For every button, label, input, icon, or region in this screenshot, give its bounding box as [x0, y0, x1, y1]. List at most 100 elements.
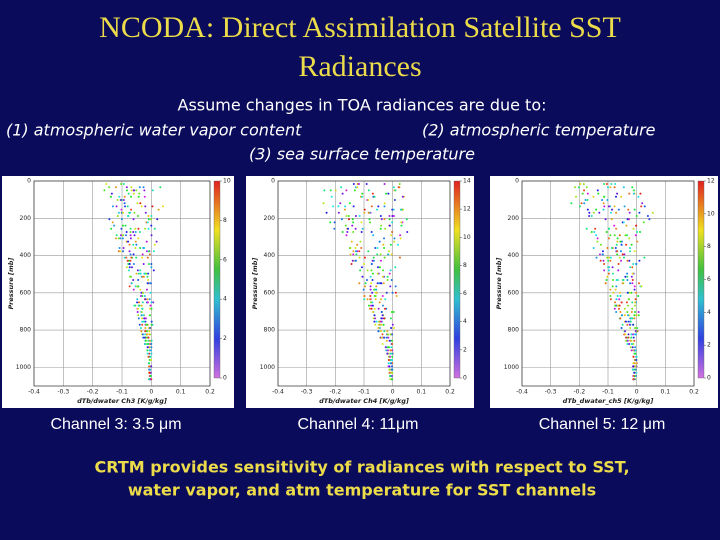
scatter-dot	[115, 237, 118, 240]
scatter-dot	[361, 275, 364, 278]
scatter-dot	[351, 218, 354, 221]
scatter-dot	[398, 183, 401, 185]
scatter-dot	[134, 231, 137, 233]
scatter-dot	[579, 183, 582, 185]
scatter-dot	[627, 333, 630, 336]
scatter-dot	[390, 362, 393, 365]
scatter-dot	[389, 333, 392, 336]
scatter-dot	[596, 237, 599, 240]
scatter-dot	[120, 227, 123, 230]
scatter-dot	[613, 307, 616, 310]
scatter-dot	[400, 221, 403, 224]
colorbar-tick-label: 10	[707, 210, 715, 217]
scatter-dot	[626, 272, 629, 275]
scatter-dot	[598, 211, 601, 214]
colorbar-tick-label: 6	[223, 256, 227, 263]
scatter-dot	[141, 317, 144, 320]
scatter-dot	[634, 346, 637, 349]
scatter-dot	[377, 266, 380, 269]
scatter-dot	[140, 314, 143, 317]
scatter-dot	[633, 311, 636, 313]
scatter-dot	[634, 330, 637, 333]
scatter-dot	[585, 227, 588, 230]
scatter-dot	[381, 333, 384, 336]
scatter-dot	[380, 320, 383, 323]
scatter-dot	[144, 330, 147, 333]
scatter-dot	[596, 189, 599, 192]
scatter-dot	[616, 192, 619, 195]
scatter-dot	[631, 279, 634, 281]
scatter-dot	[635, 355, 638, 358]
scatter-dot	[352, 253, 355, 256]
scatter-dot	[635, 224, 638, 227]
scatter-dot	[595, 256, 598, 259]
scatter-dot	[139, 247, 142, 249]
scatter-dot	[147, 378, 150, 381]
scatter-dot	[119, 250, 122, 253]
x-tick-label: -0.2	[329, 389, 341, 396]
scatter-dot	[150, 301, 153, 304]
scatter-dot	[620, 259, 623, 262]
scatter-dot	[348, 202, 351, 205]
scatter-dot	[394, 291, 397, 294]
scatter-dot	[134, 227, 137, 230]
scatter-dot	[394, 266, 397, 269]
scatter-dot	[373, 195, 376, 198]
scatter-dot	[401, 208, 404, 211]
scatter-dot	[629, 266, 632, 269]
scatter-dot	[333, 227, 336, 230]
scatter-dot	[374, 298, 377, 301]
scatter-dot	[390, 311, 393, 313]
scatter-dot	[375, 285, 378, 288]
scatter-dot	[133, 189, 136, 192]
scatter-dot	[147, 279, 150, 281]
scatter-dot	[626, 291, 629, 294]
scatter-dot	[626, 323, 629, 326]
x-tick-label: 0.2	[205, 389, 215, 396]
scatter-dot	[134, 285, 137, 288]
colorbar-tick-label: 2	[463, 346, 467, 353]
scatter-dot	[634, 298, 637, 301]
scatter-dot	[643, 256, 646, 259]
y-tick-label: 600	[508, 289, 520, 296]
scatter-dot	[132, 288, 135, 291]
scatter-dot	[629, 339, 632, 342]
scatter-dot	[133, 211, 136, 214]
scatter-dot	[393, 240, 396, 243]
scatter-dot	[145, 272, 148, 275]
scatter-dot	[637, 195, 640, 198]
scatter-dot	[610, 247, 613, 249]
scatter-dot	[113, 224, 116, 227]
scatter-dot	[621, 282, 624, 285]
scatter-dot	[150, 263, 153, 265]
scatter-dot	[379, 215, 382, 217]
scatter-dot	[359, 240, 362, 243]
scatter-dot	[124, 234, 127, 237]
scatter-dot	[386, 330, 389, 333]
scatter-dot	[333, 221, 336, 224]
scatter-dot	[373, 320, 376, 323]
scatter-dot	[150, 307, 153, 310]
scatter-dot	[370, 205, 373, 208]
scatter-dot	[145, 288, 148, 291]
scatter-dot	[388, 215, 391, 217]
scatter-dot	[354, 247, 357, 249]
scatter-dot	[616, 295, 619, 297]
scatter-dot	[618, 304, 621, 307]
scatter-dot	[625, 336, 628, 339]
x-axis-label: dTb/dwater Ch3 [K/g/kg]	[77, 397, 167, 405]
scatter-dot	[620, 327, 623, 329]
scatter-dot	[629, 247, 632, 249]
scatter-dot	[383, 336, 386, 339]
x-tick-label: 0.1	[661, 389, 671, 396]
colorbar-tick-label: 8	[223, 217, 227, 224]
scatter-dot	[147, 227, 150, 230]
scatter-dot	[138, 192, 141, 195]
scatter-dot	[350, 263, 353, 265]
scatter-dot	[134, 240, 137, 243]
scatter-dot	[376, 272, 379, 275]
scatter-dot	[625, 234, 628, 237]
scatter-dot	[380, 323, 383, 326]
scatter-dot	[623, 307, 626, 310]
scatter-dot	[584, 199, 587, 201]
